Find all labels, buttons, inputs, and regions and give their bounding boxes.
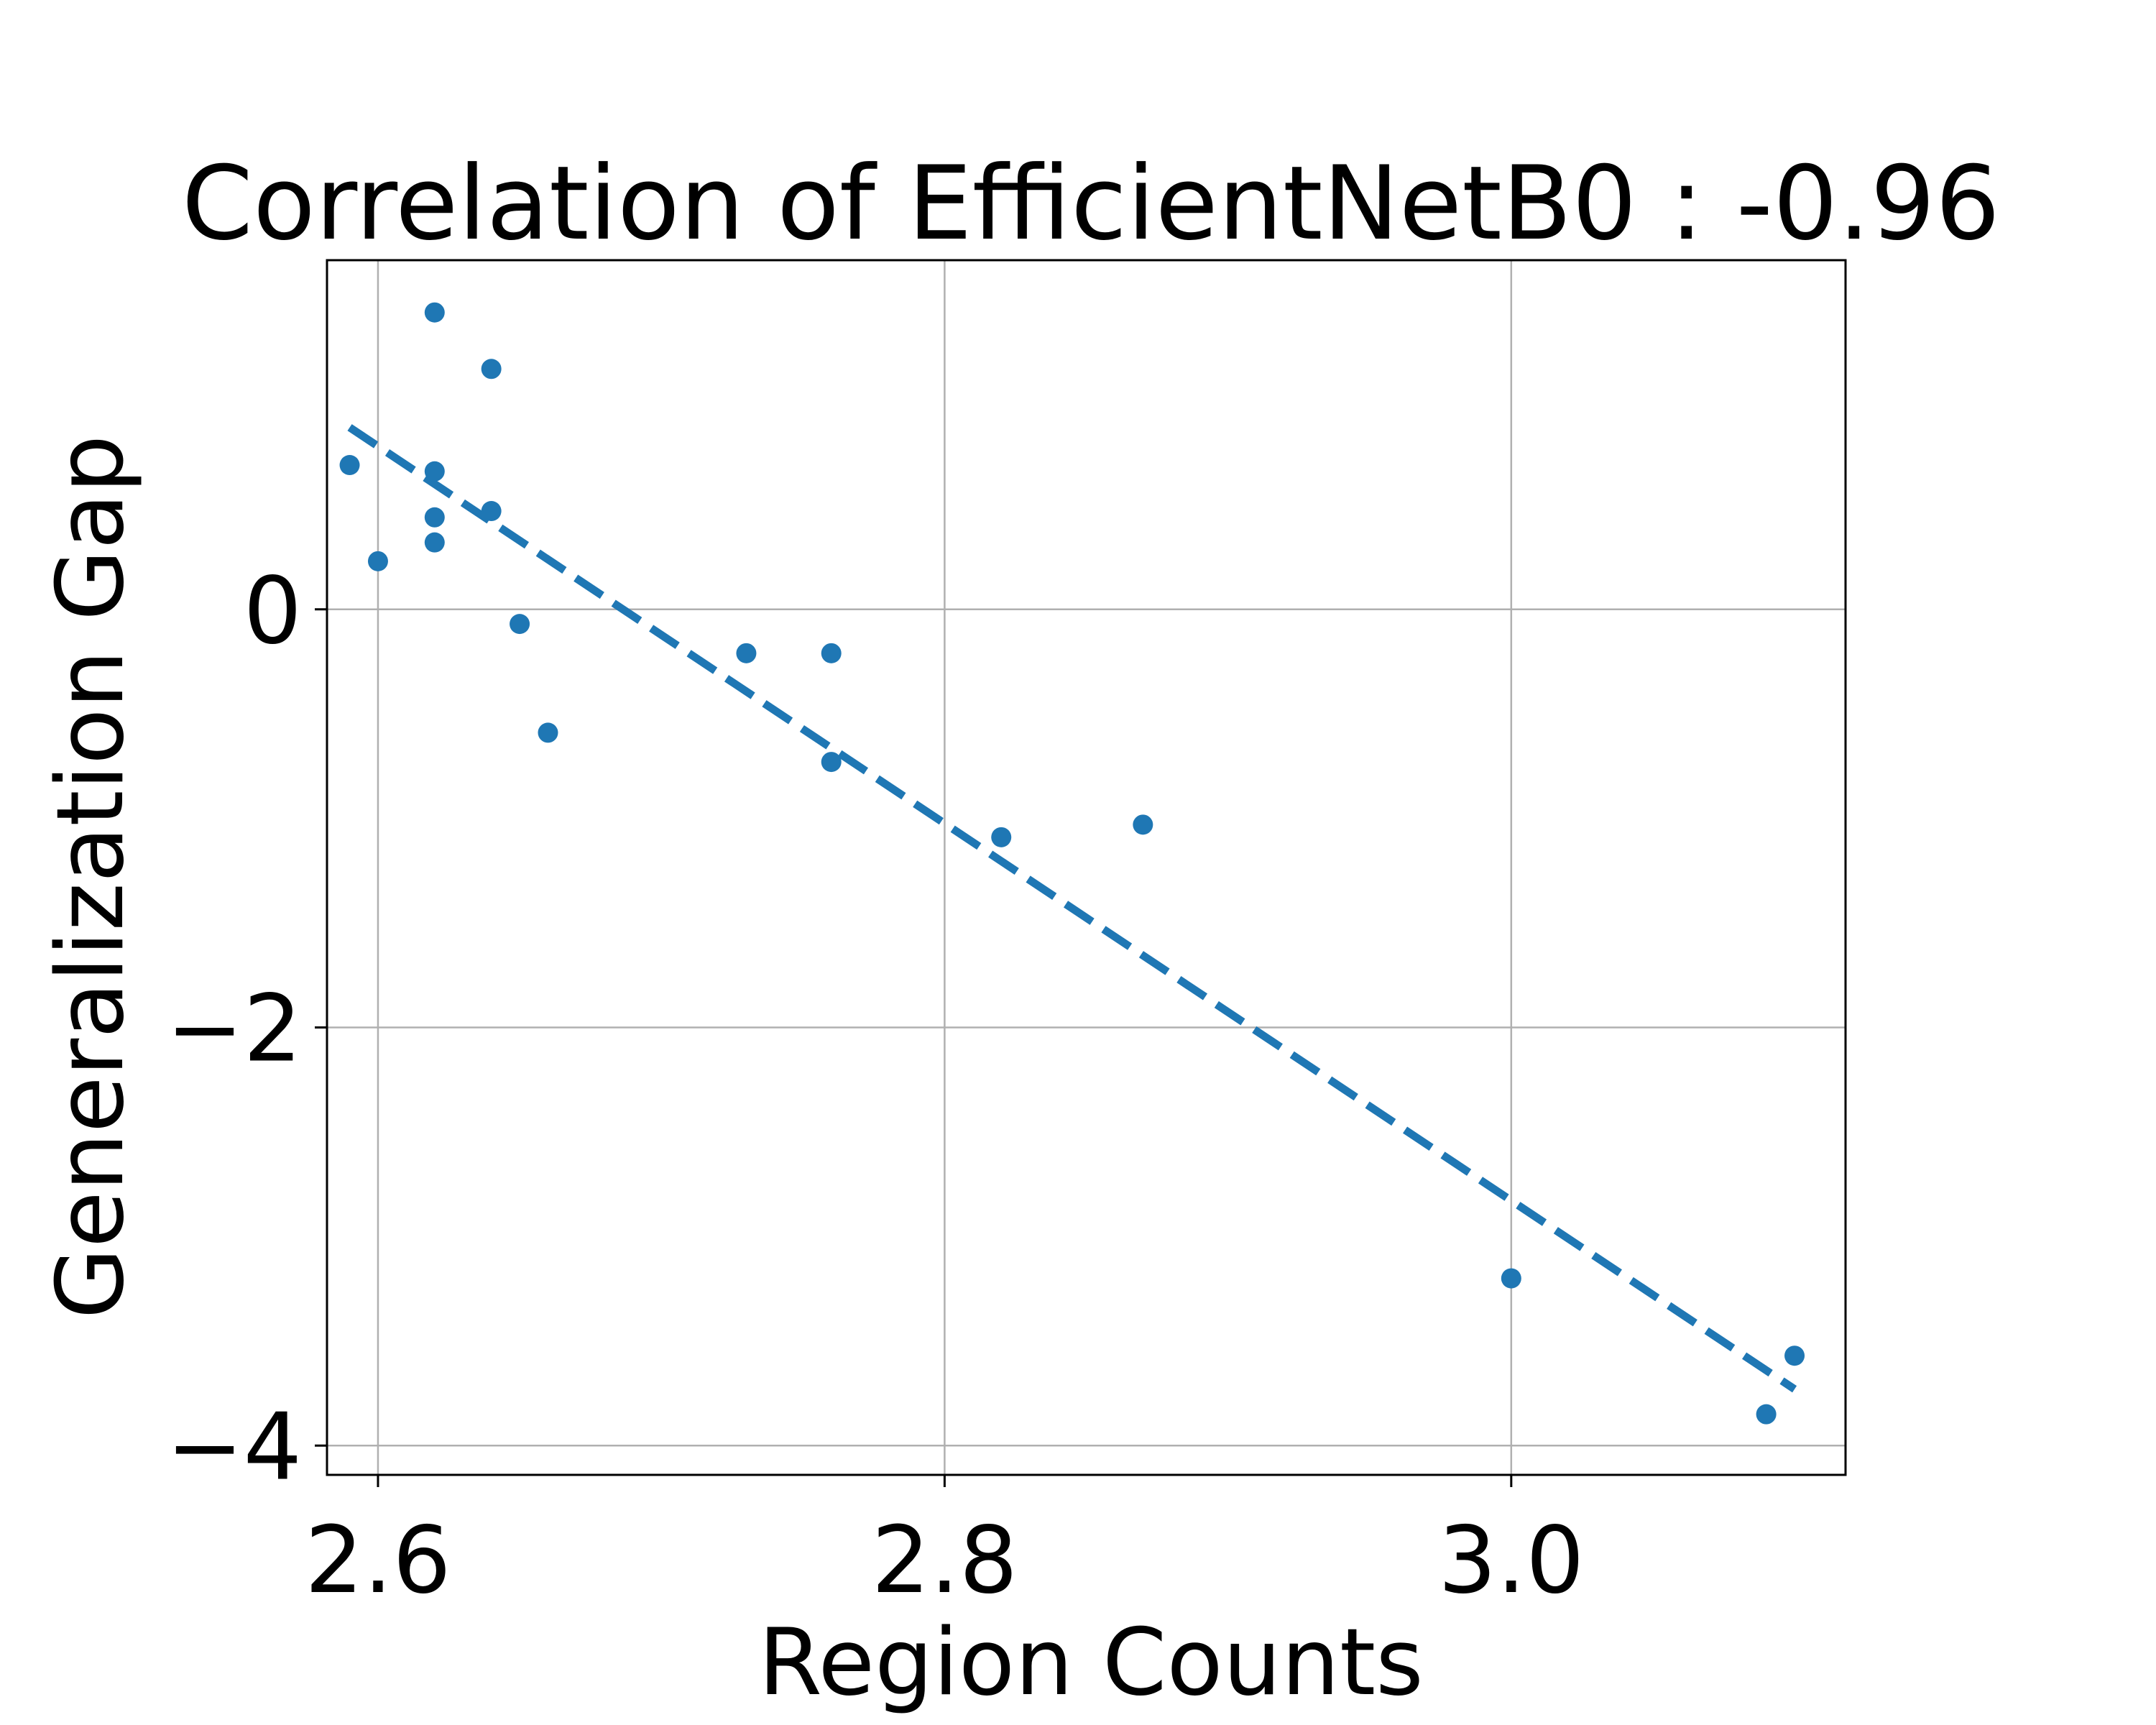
data-point <box>424 302 445 323</box>
data-point <box>1756 1404 1777 1425</box>
y-axis-label: Generalization Gap <box>37 435 144 1319</box>
y-tick-label: 0 <box>244 558 302 665</box>
data-point <box>1133 814 1153 835</box>
chart-title: Correlation of EfficientNetB0 : -0.96 <box>182 144 2000 263</box>
x-axis-ticks: 2.6 2.8 3.0 <box>305 1475 1585 1614</box>
trendline-layer <box>347 424 1797 1393</box>
data-point <box>339 455 360 476</box>
data-points <box>339 302 1805 1425</box>
data-point <box>1501 1268 1521 1289</box>
data-point <box>481 501 502 522</box>
x-axis-label: Region Counts <box>758 1609 1424 1716</box>
data-point <box>424 507 445 528</box>
y-tick-label: −4 <box>166 1394 302 1501</box>
plot-area-frame <box>326 259 1847 1476</box>
y-tick-label: −2 <box>166 976 302 1083</box>
x-tick-label: 2.6 <box>305 1507 451 1614</box>
grid <box>327 260 1846 1475</box>
data-point <box>736 643 757 663</box>
trendline <box>347 424 1797 1393</box>
data-point <box>481 359 502 380</box>
x-tick-label: 2.8 <box>872 1507 1018 1614</box>
x-tick-label: 3.0 <box>1438 1507 1585 1614</box>
data-point <box>510 614 530 635</box>
y-axis-ticks: 0 −2 −4 <box>166 558 327 1501</box>
data-point <box>991 827 1012 847</box>
data-point <box>821 643 842 663</box>
data-point <box>367 551 388 571</box>
data-point <box>821 752 842 773</box>
data-point <box>424 461 445 482</box>
data-point <box>424 532 445 553</box>
data-point <box>538 722 558 743</box>
data-point <box>1784 1346 1805 1366</box>
